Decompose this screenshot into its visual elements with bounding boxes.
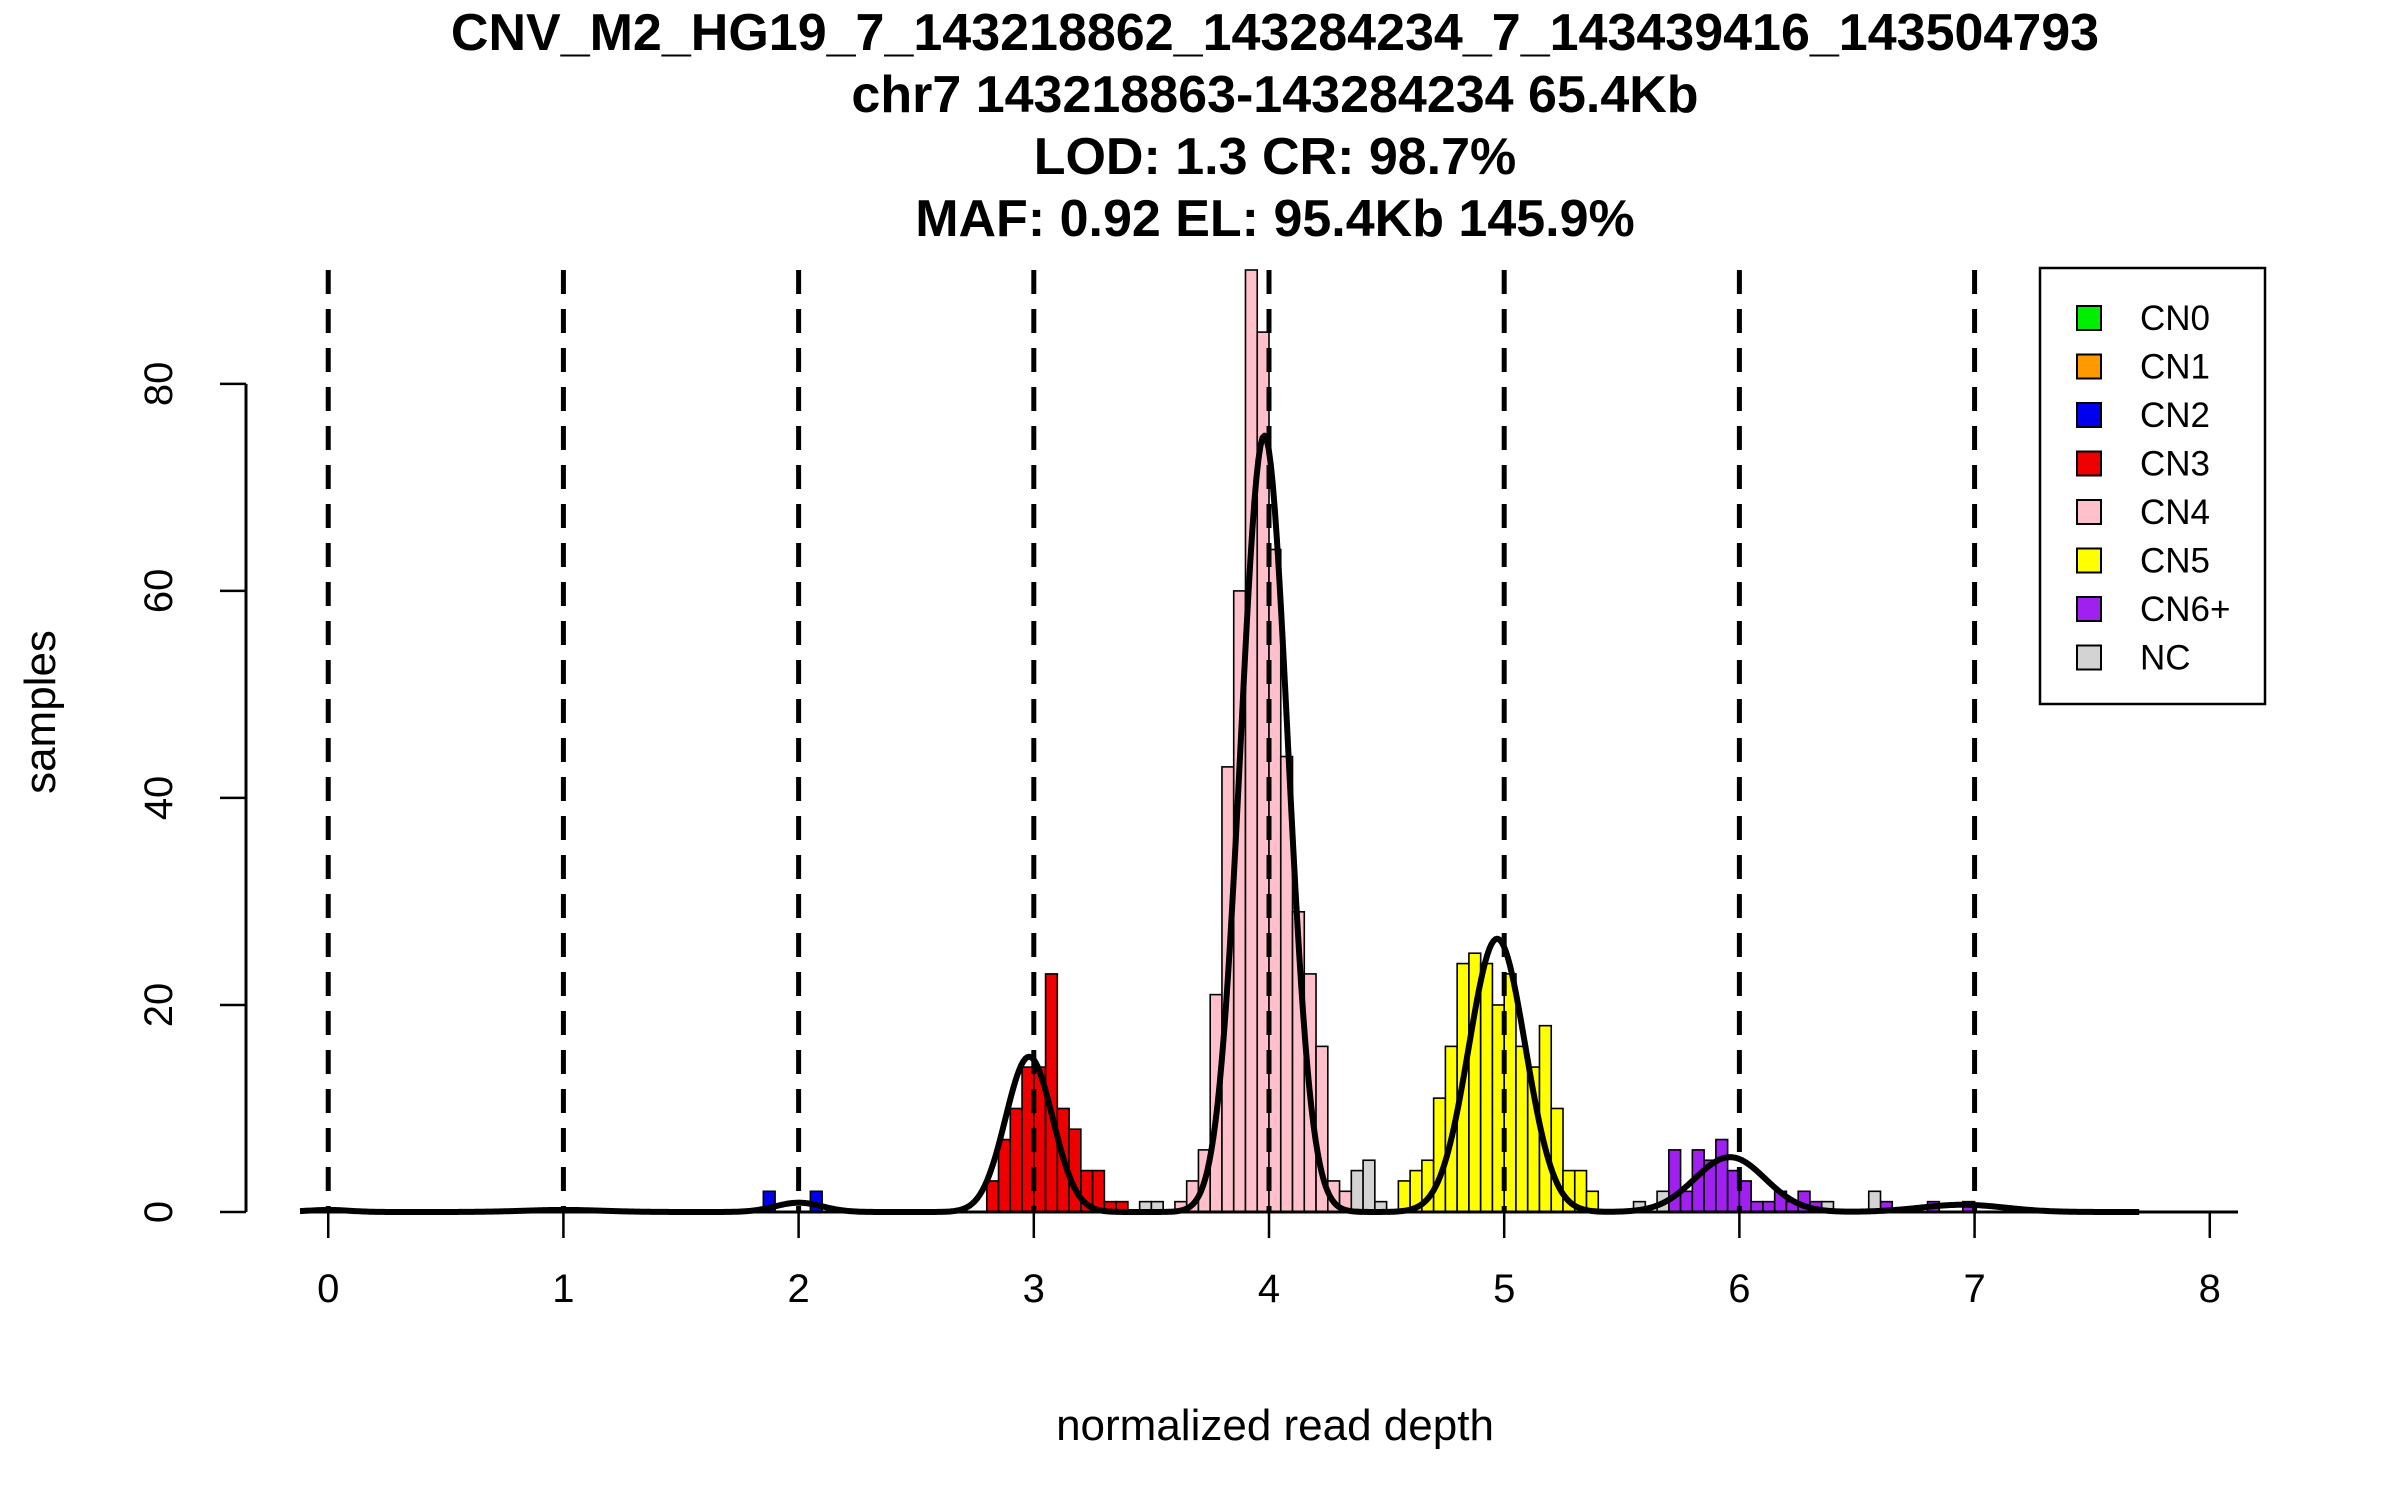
bar-cn3-2 — [1009, 1107, 1023, 1213]
bar-cn6plus-8 — [1762, 1200, 1776, 1213]
legend-swatch-cn1 — [2076, 353, 2102, 380]
x-tick-label-2: 2 — [787, 1267, 809, 1311]
title-line-2: chr7 143218863-143284234 65.4Kb — [851, 66, 1698, 124]
bar-nc-2 — [1350, 1169, 1364, 1213]
x-tick-label-7: 7 — [1963, 1267, 1985, 1311]
bar-nc-3 — [1362, 1159, 1376, 1213]
legend-label-cn1: CN1 — [2140, 348, 2210, 387]
bar-cn3-1 — [997, 1138, 1012, 1213]
bar-cn6plus-1 — [1679, 1190, 1694, 1213]
legend: CN0 CN1 CN2 CN3 CN4 CN5 CN6+ NC — [2038, 266, 2267, 706]
fit-curve-line — [299, 432, 2141, 1215]
copy-number-lines — [325, 270, 1978, 1212]
legend-label-cn6plus: CN6+ — [2140, 590, 2230, 629]
x-tick-label-0: 0 — [317, 1267, 339, 1311]
legend-box — [2038, 266, 2267, 706]
x-tick-label-8: 8 — [2199, 1267, 2221, 1311]
y-tick-label-0: 0 — [137, 1201, 181, 1223]
legend-swatch-cn4 — [2076, 499, 2102, 525]
title-line-1: CNV_M2_HG19_7_143218862_143284234_7_1434… — [451, 4, 2099, 62]
mixture-fit-curve — [299, 432, 2141, 1215]
legend-swatch-cn3 — [2076, 450, 2102, 477]
legend-label-cn5: CN5 — [2140, 542, 2210, 581]
title-line-3: LOD: 1.3 CR: 98.7% — [1034, 128, 1517, 186]
y-tick-label-80: 80 — [137, 362, 181, 407]
bar-cn5-7 — [1479, 962, 1494, 1213]
legend-label-cn2: CN2 — [2140, 396, 2210, 435]
legend-swatch-cn6plus — [2076, 596, 2102, 622]
title-line-4: MAF: 0.92 EL: 95.4Kb 145.9% — [915, 190, 1635, 248]
x-tick-label-1: 1 — [552, 1267, 574, 1311]
x-tick-label-3: 3 — [1023, 1267, 1045, 1311]
legend-swatch-cn0 — [2076, 305, 2102, 331]
legend-swatch-nc — [2076, 644, 2102, 671]
y-tick-label-60: 60 — [137, 569, 181, 614]
legend-swatch-cn5 — [2076, 547, 2102, 574]
bar-cn6plus-0 — [1668, 1149, 1682, 1213]
y-tick-label-20: 20 — [137, 983, 181, 1028]
y-tick-label-40: 40 — [137, 776, 181, 821]
histogram-bars — [762, 269, 1976, 1213]
legend-label-cn0: CN0 — [2140, 299, 2210, 338]
bar-cn6plus-7 — [1750, 1200, 1764, 1213]
legend-label-cn3: CN3 — [2140, 445, 2210, 484]
legend-label-cn4: CN4 — [2140, 493, 2210, 532]
legend-label-nc: NC — [2140, 639, 2191, 678]
legend-swatch-cn2 — [2076, 402, 2102, 428]
x-tick-label-6: 6 — [1728, 1267, 1750, 1311]
x-tick-label-5: 5 — [1493, 1267, 1515, 1311]
bar-cn5-3 — [1432, 1097, 1447, 1213]
x-tick-label-4: 4 — [1258, 1267, 1280, 1311]
bar-cn3-0 — [985, 1180, 1000, 1213]
x-axis-label: normalized read depth — [1056, 1401, 1494, 1450]
bar-cn6plus-4 — [1715, 1138, 1729, 1213]
bar-cn4-6 — [1244, 269, 1259, 1213]
bar-cn5-10 — [1515, 1045, 1529, 1213]
chart-title: CNV_M2_HG19_7_143218862_143284234_7_1434… — [451, 4, 2099, 248]
y-axis-label: samples — [16, 630, 65, 794]
